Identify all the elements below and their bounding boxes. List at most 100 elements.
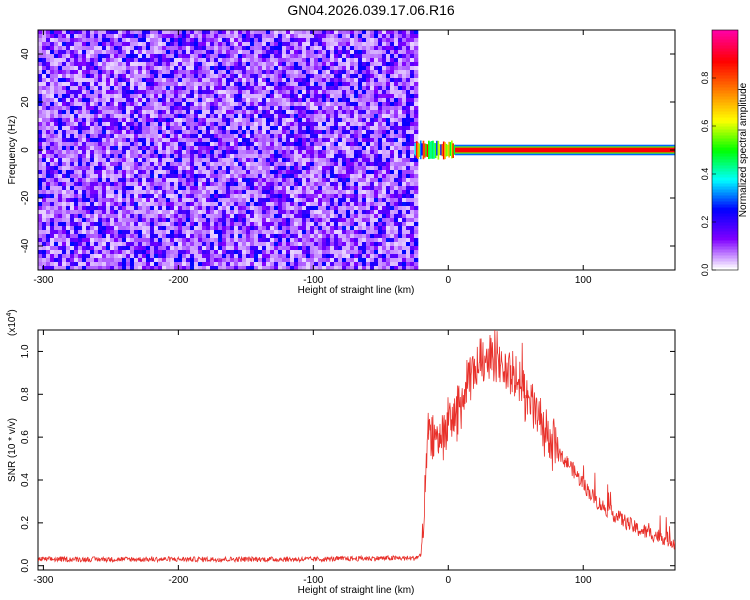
heat-cell — [382, 202, 387, 207]
heat-cell — [78, 138, 83, 143]
heat-cell — [258, 38, 263, 43]
heat-cell — [42, 42, 47, 47]
heat-cell — [338, 146, 343, 151]
heat-cell — [410, 198, 415, 203]
heat-cell — [238, 182, 243, 187]
heat-cell — [302, 70, 307, 75]
heat-cell — [394, 178, 399, 183]
heat-cell — [126, 30, 131, 35]
heat-cell — [170, 226, 175, 231]
heat-cell — [298, 38, 303, 43]
heat-cell — [366, 178, 371, 183]
heat-cell — [114, 190, 119, 195]
heat-cell — [70, 186, 75, 191]
heat-cell — [234, 106, 239, 111]
heat-cell — [106, 82, 111, 87]
heat-cell — [214, 78, 219, 83]
heat-cell — [354, 42, 359, 47]
heat-cell — [282, 46, 287, 51]
heat-cell — [218, 162, 223, 167]
heat-cell — [386, 50, 391, 55]
heat-cell — [90, 186, 95, 191]
heat-cell — [290, 138, 295, 143]
heat-cell — [42, 194, 47, 199]
heat-cell — [274, 222, 279, 227]
heat-cell — [294, 210, 299, 215]
heat-cell — [262, 138, 267, 143]
heat-cell — [414, 70, 419, 75]
heat-cell — [102, 78, 107, 83]
heat-cell — [242, 134, 247, 139]
heat-cell — [58, 46, 63, 51]
heat-cell — [398, 230, 403, 235]
heat-cell — [142, 186, 147, 191]
heat-cell — [334, 214, 339, 219]
heat-cell — [302, 178, 307, 183]
heat-cell — [126, 186, 131, 191]
heat-cell — [150, 130, 155, 135]
heat-cell — [402, 94, 407, 99]
heat-cell — [270, 50, 275, 55]
heat-cell — [182, 142, 187, 147]
heat-cell — [286, 62, 291, 67]
heat-cell — [102, 230, 107, 235]
heat-cell — [326, 198, 331, 203]
heat-cell — [202, 202, 207, 207]
heat-cell — [306, 86, 311, 91]
heat-cell — [382, 58, 387, 63]
heat-cell — [198, 70, 203, 75]
heat-cell — [190, 222, 195, 227]
heat-cell — [242, 170, 247, 175]
heat-cell — [142, 194, 147, 199]
heat-cell — [274, 166, 279, 171]
heat-cell — [358, 162, 363, 167]
heat-cell — [218, 158, 223, 163]
heat-cell — [202, 106, 207, 111]
heat-cell — [350, 234, 355, 239]
heat-cell — [270, 146, 275, 151]
heat-cell — [286, 110, 291, 115]
heat-cell — [282, 106, 287, 111]
heat-cell — [302, 34, 307, 39]
heat-cell — [334, 118, 339, 123]
heat-cell — [398, 186, 403, 191]
heat-cell — [106, 90, 111, 95]
heat-cell — [202, 110, 207, 115]
heat-cell — [222, 122, 227, 127]
heat-cell — [86, 230, 91, 235]
heat-cell — [306, 50, 311, 55]
heat-cell — [166, 190, 171, 195]
heat-cell — [74, 122, 79, 127]
heat-cell — [374, 218, 379, 223]
heat-cell — [362, 162, 367, 167]
heat-cell — [314, 130, 319, 135]
heat-cell — [226, 154, 231, 159]
heat-cell — [122, 194, 127, 199]
heat-cell — [366, 54, 371, 59]
heat-cell — [178, 118, 183, 123]
heat-cell — [190, 58, 195, 63]
heat-cell — [314, 34, 319, 39]
heat-cell — [42, 230, 47, 235]
heat-cell — [226, 238, 231, 243]
heat-cell — [230, 66, 235, 71]
heat-cell — [394, 186, 399, 191]
heat-cell — [210, 82, 215, 87]
heat-cell — [386, 142, 391, 147]
heat-cell — [254, 126, 259, 131]
heat-cell — [270, 214, 275, 219]
heat-cell — [50, 74, 55, 79]
heat-cell — [270, 154, 275, 159]
heat-cell — [382, 138, 387, 143]
heat-cell — [42, 134, 47, 139]
heat-cell — [338, 234, 343, 239]
heat-cell — [326, 138, 331, 143]
heat-cell — [82, 106, 87, 111]
heat-cell — [106, 74, 111, 79]
heat-cell — [278, 210, 283, 215]
heat-cell — [414, 94, 419, 99]
heat-cell — [186, 154, 191, 159]
heat-cell — [134, 154, 139, 159]
heat-cell — [130, 158, 135, 163]
heat-cell — [226, 50, 231, 55]
